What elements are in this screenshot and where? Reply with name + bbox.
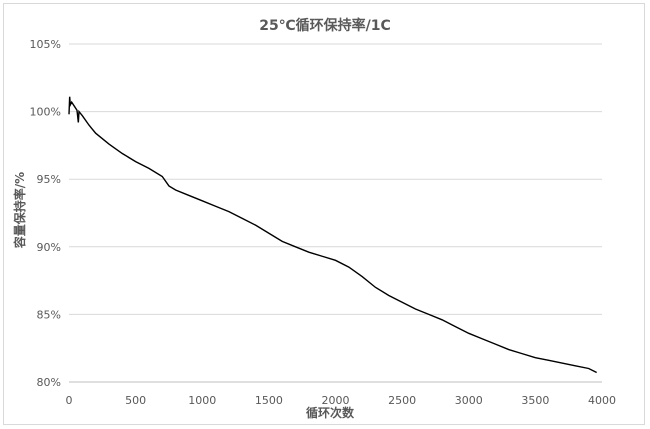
x-tick-label: 500	[125, 394, 146, 407]
chart-title: 25℃循环保持率/1C	[259, 18, 391, 34]
y-tick-label: 85%	[37, 308, 61, 321]
x-tick-label: 0	[66, 394, 73, 407]
y-tick-label: 100%	[30, 106, 61, 119]
x-tick-label: 4000	[588, 394, 616, 407]
y-tick-label: 90%	[37, 241, 61, 254]
series-line	[68, 96, 597, 374]
x-tick-label: 1000	[188, 394, 216, 407]
y-tick-label: 105%	[30, 38, 61, 51]
x-tick-label: 2500	[388, 394, 416, 407]
x-axis-label: 循环次数	[305, 406, 354, 420]
y-tick-label: 95%	[37, 173, 61, 186]
x-tick-label: 1500	[255, 394, 283, 407]
x-tick-label: 3500	[521, 394, 549, 407]
x-tick-label: 2000	[322, 394, 350, 407]
y-tick-label: 80%	[37, 376, 61, 389]
chart-frame	[3, 3, 645, 425]
x-tick-label: 3000	[455, 394, 483, 407]
